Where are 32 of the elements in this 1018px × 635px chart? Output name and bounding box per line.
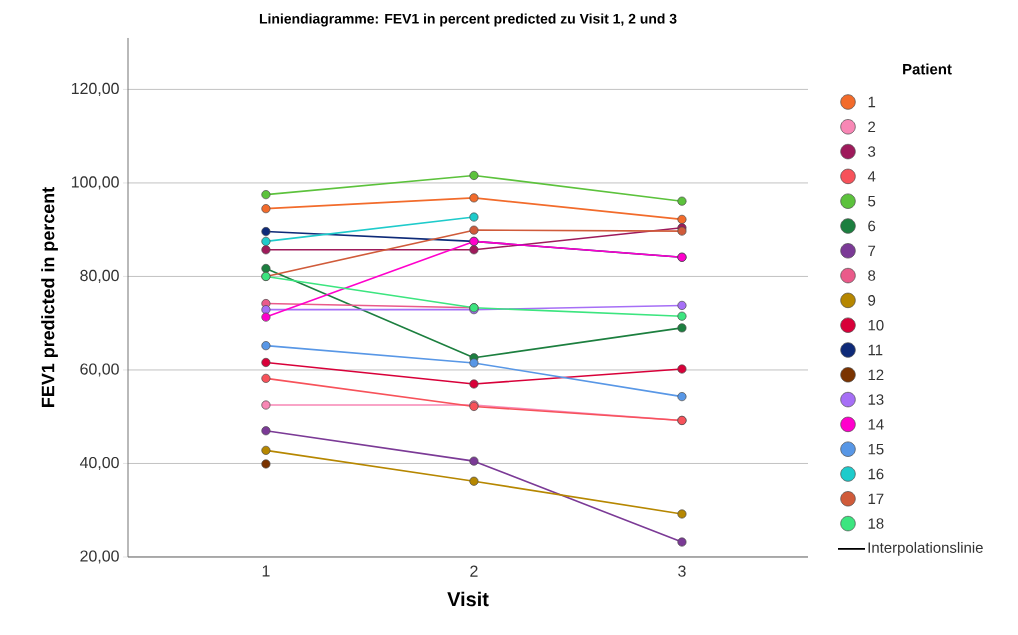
legend-label: 1 [868, 96, 876, 108]
legend-label: 5 [868, 195, 876, 207]
x-axis-title: Visit [447, 591, 489, 607]
legend-label: 15 [868, 443, 884, 455]
x-tick-label: 1 [262, 565, 270, 577]
y-tick-label: 60,00 [80, 363, 119, 377]
legend-title: Patient [903, 63, 952, 75]
legend-label: 8 [868, 270, 876, 281]
legend-label: 7 [868, 245, 876, 256]
y-tick-label: 20,00 [80, 550, 119, 564]
legend-label: 16 [868, 468, 884, 480]
legend-label: 6 [868, 220, 876, 232]
chart-title: Liniendiagramme: FEV1 in percent predicted zu Visit 1, 2 und 3 [259, 13, 677, 27]
y-axis-title: FEV1 predicted in percent [41, 187, 58, 407]
y-tick-label: 120,00 [71, 82, 119, 96]
legend-label: 13 [868, 394, 884, 405]
legend-label: 10 [868, 319, 884, 331]
legend-label: 17 [868, 493, 884, 504]
legend-label: 14 [868, 419, 884, 430]
legend-label: 3 [868, 146, 876, 157]
legend-label: 11 [868, 344, 883, 356]
legend-label: 12 [868, 369, 884, 380]
y-tick-label: 80,00 [80, 269, 119, 284]
legend-label: 9 [868, 295, 876, 306]
text: Interpolationslinie [868, 541, 983, 556]
x-tick-label: 2 [470, 565, 478, 577]
y-tick-label: 100,00 [71, 176, 119, 190]
legend-label: 4 [867, 171, 876, 182]
legend-label: 18 [868, 518, 884, 529]
legend-label: 2 [868, 121, 876, 133]
x-tick-label: 3 [678, 565, 686, 577]
y-tick-label: 40,00 [79, 456, 119, 471]
